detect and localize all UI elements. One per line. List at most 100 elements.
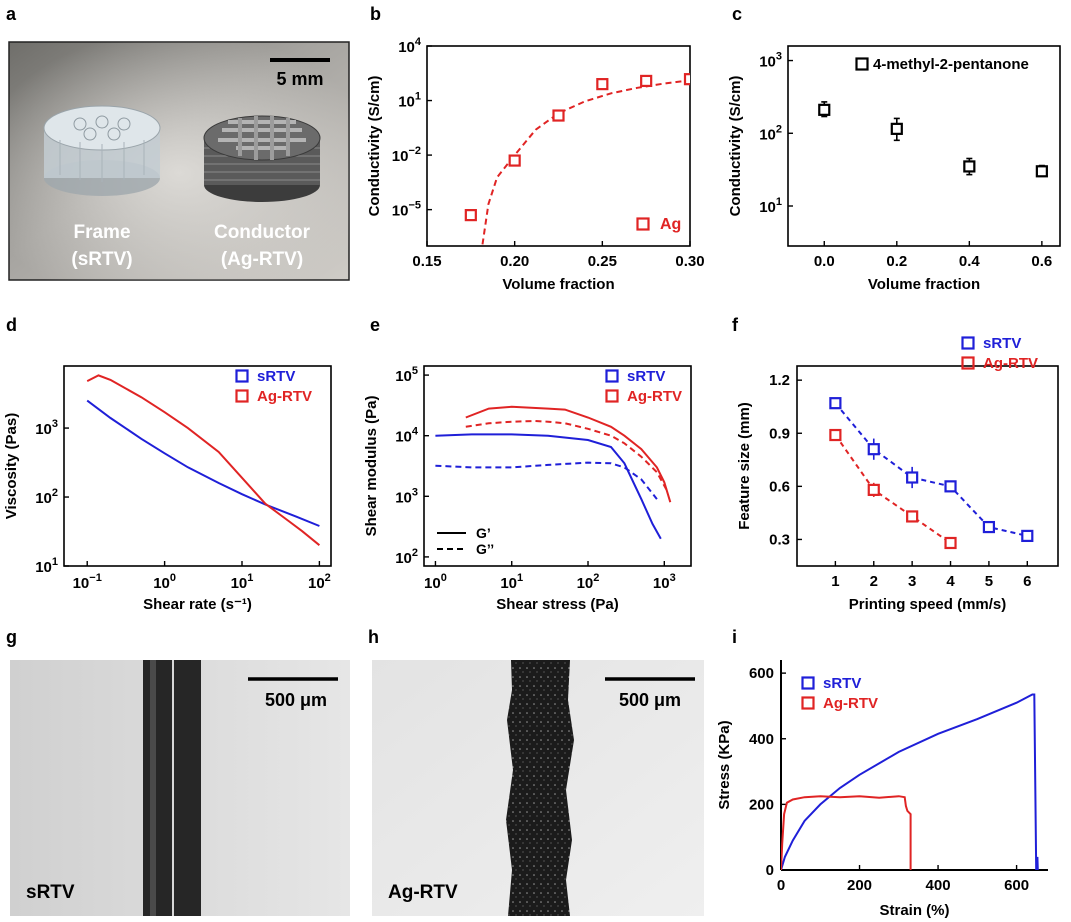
data-point [963, 160, 976, 173]
series-line [781, 693, 1039, 870]
connector-line [834, 434, 952, 544]
x-tick-label: 0.30 [675, 253, 704, 270]
series-line [435, 433, 662, 540]
chart-b: b 0.15 0.20 0.25 0.30 10−5 10−2 101 104 Volume fr… [366, 4, 705, 293]
x-tick-label: 0.0 [814, 253, 835, 270]
sample-label: Ag-RTV [388, 882, 458, 903]
x-tick-label: 0 [777, 877, 785, 894]
data-point [867, 443, 880, 456]
chart-e: e 100 101 102 103 102 103 104 105 Shear stress (P… [363, 315, 692, 613]
data-point [818, 103, 831, 116]
chart-f: f 1 2 3 4 5 6 0.3 0.6 0.9 1.2 Printing speed (mm/s)… [732, 315, 1059, 613]
y-tick-label: 0.9 [769, 425, 790, 442]
plot-area [435, 405, 672, 540]
x-tick-label: 0.15 [412, 253, 441, 270]
legend-marker [605, 369, 619, 383]
y-tick-label: 1.2 [769, 372, 790, 389]
x-tick-label: 3 [908, 573, 916, 590]
legend-label: Ag-RTV [823, 695, 878, 712]
legend-label: sRTV [257, 368, 295, 385]
panel-h: h 500 μm Ag-RTV [368, 627, 704, 916]
data-point [829, 428, 842, 442]
legend: sRTV Ag-RTV [235, 368, 312, 405]
y-tick-label: 600 [749, 665, 774, 682]
x-tick-label: 400 [926, 877, 951, 894]
plot-area [86, 374, 321, 546]
legend-label: sRTV [983, 335, 1021, 352]
conductor-material: (Ag-RTV) [221, 249, 303, 270]
series-srtv [829, 397, 1034, 543]
x-tick-label: 100 [153, 572, 176, 592]
x-tick-label: 102 [308, 572, 331, 592]
data-point [906, 510, 919, 523]
data-point [944, 480, 957, 493]
x-axis-label: Volume fraction [502, 276, 614, 293]
x-tick-label: 1 [831, 573, 839, 590]
scale-bar-label: 500 μm [265, 690, 327, 710]
y-axis-label: Viscosity (Pas) [3, 413, 20, 519]
series-srtv [86, 399, 320, 527]
series-line [465, 419, 669, 492]
data-point [596, 78, 609, 91]
scale-bar-label: 5 mm [276, 69, 323, 89]
y-tick-label: 0 [766, 862, 774, 879]
y-axis-label: Feature size (mm) [736, 402, 753, 530]
data-point [508, 154, 521, 167]
panel-letter: e [370, 315, 380, 335]
chart-i: i 0 200 400 600 0 200 400 600 Strain (%) Stress (K… [716, 627, 1048, 919]
y-tick-label: 103 [35, 418, 58, 438]
data-point [829, 397, 842, 410]
plot-frame [63, 365, 332, 567]
legend: sRTV Ag-RTV G’G’’ [437, 368, 682, 557]
x-tick-label: 0.6 [1031, 253, 1052, 270]
frame-material: (sRTV) [71, 249, 132, 270]
x-tick-label: 2 [870, 573, 878, 590]
x-tick-label: 103 [653, 572, 676, 592]
style-legend-label: G’’ [476, 541, 494, 557]
data-point [552, 109, 565, 122]
data-point [1021, 529, 1034, 543]
plot-area [781, 693, 1039, 870]
x-tick-label: 0.2 [886, 253, 907, 270]
y-axis-label: Conductivity (S/cm) [727, 76, 744, 217]
y-tick-label: 102 [35, 487, 58, 507]
y-tick-label: 0.6 [769, 478, 790, 495]
style-legend-label: G’ [476, 525, 491, 541]
series-4-methyl-2-pentanone [818, 101, 1048, 178]
data-point [867, 483, 880, 496]
legend-label: Ag [660, 216, 681, 233]
y-tick-label: 0.3 [769, 531, 790, 548]
y-tick-label: 103 [759, 51, 782, 71]
y-tick-label: 101 [759, 196, 782, 216]
x-tick-label: 5 [985, 573, 993, 590]
legend-label: Ag-RTV [627, 388, 682, 405]
x-axis-label: Volume fraction [868, 276, 980, 293]
legend-marker [801, 676, 815, 690]
x-tick-label: 101 [231, 572, 254, 592]
x-tick-label: 0.20 [500, 253, 529, 270]
legend: sRTV Ag-RTV [801, 675, 878, 712]
y-tick-label: 103 [395, 486, 418, 506]
conductor-label: Conductor [214, 222, 311, 243]
panel-letter: b [370, 4, 381, 24]
y-tick-label: 101 [398, 91, 421, 111]
panel-letter: i [732, 627, 737, 647]
y-tick-label: 10−2 [392, 145, 421, 165]
frame-object [43, 105, 161, 196]
connector-line [834, 402, 1028, 537]
x-tick-label: 600 [1004, 877, 1029, 894]
frame-label: Frame [73, 222, 130, 243]
x-tick-label: 200 [847, 877, 872, 894]
series-ag-rtv [86, 374, 321, 546]
series-ag [464, 73, 690, 246]
plot-frame [423, 365, 692, 567]
chart-d: d 10−1 100 101 102 101 102 103 Shear rate (s⁻¹) V… [3, 315, 332, 613]
data-point [982, 520, 996, 534]
legend-marker [636, 217, 650, 231]
legend-marker [605, 389, 619, 403]
panel-g: g 500 μm sRTV [6, 627, 350, 916]
series-line [86, 374, 321, 546]
series-ag-rtv [781, 795, 912, 870]
printed-line [506, 660, 574, 916]
